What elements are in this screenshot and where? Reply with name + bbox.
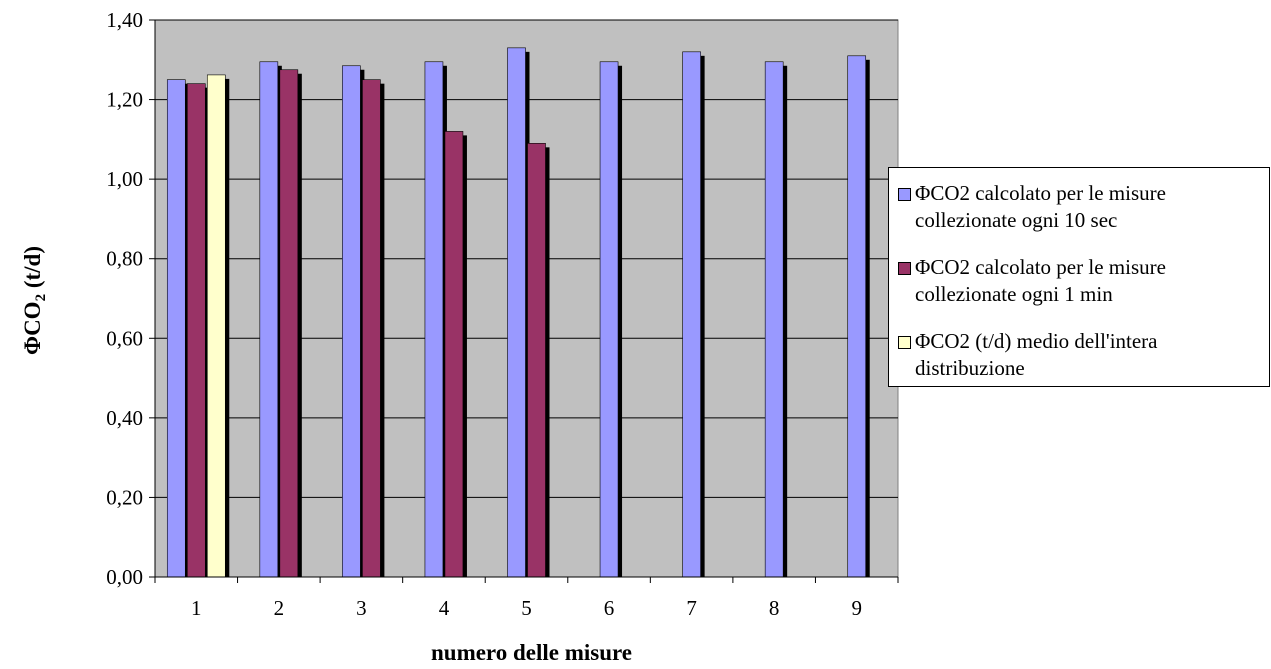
- bar-series-1-cat-7: [682, 51, 701, 578]
- x-tick-label: 8: [769, 596, 780, 620]
- bar-series-2-cat-3: [362, 79, 381, 578]
- bar-series-2-cat-5: [527, 143, 546, 578]
- bar-series-1-cat-4: [424, 61, 444, 578]
- x-tick-label: 2: [274, 596, 285, 620]
- legend-label-10sec-line2: collezionate ogni 10 sec: [915, 208, 1118, 232]
- legend-label-1min-line2: collezionate ogni 1 min: [915, 282, 1113, 306]
- bar-series-1-cat-9: [847, 55, 867, 578]
- bar-series-1-cat-8: [764, 61, 784, 578]
- y-tick-label: 0,40: [106, 406, 143, 430]
- y-tick-label: 0,60: [106, 326, 143, 350]
- bars: [166, 47, 870, 578]
- legend-label-mean-line2: distribuzione: [915, 356, 1025, 380]
- x-tick-label: 4: [439, 596, 450, 620]
- y-axis-title-main: ΦCO: [20, 301, 45, 355]
- x-tick-label: 7: [686, 596, 697, 620]
- legend-label-mean-line1: ΦCO2 (t/d) medio dell'intera: [915, 329, 1158, 353]
- y-tick-label: 0,00: [106, 565, 143, 589]
- legend: ΦCO2 calcolato per le misure collezionat…: [888, 167, 1270, 387]
- x-axis-title: numero delle misure: [431, 640, 632, 665]
- y-tick-label: 0,80: [106, 247, 143, 271]
- bar-series-1-cat-3: [342, 65, 361, 578]
- y-axis-title-unit: (t/d): [20, 246, 45, 294]
- x-tick-label: 9: [851, 596, 862, 620]
- bar-series-1-cat-6: [599, 61, 619, 578]
- bar-series-2-cat-2: [279, 69, 299, 578]
- legend-swatch-1min: [898, 262, 911, 275]
- legend-label-10sec-line1: ΦCO2 calcolato per le misure: [915, 181, 1166, 205]
- bar-series-2-cat-4: [444, 131, 464, 578]
- x-tick-label: 1: [191, 596, 202, 620]
- y-tick-label: 0,20: [106, 485, 143, 509]
- legend-swatch-mean: [898, 336, 911, 349]
- y-tick-label: 1,20: [106, 88, 143, 112]
- axes: 0,00 0,20 0,40 0,60 0,80 1,00 1,20 1,40 1 2 3 4 5 6 7 8…: [106, 8, 899, 620]
- bar-series-3-cat-1: [206, 74, 226, 578]
- legend-swatch-10sec: [898, 188, 911, 201]
- bar-series-1-cat-1: [166, 79, 186, 578]
- bar-series-1-cat-5: [507, 47, 526, 578]
- y-axis-title: ΦCO2 (t/d): [20, 246, 49, 355]
- legend-label-1min-line1: ΦCO2 calcolato per le misure: [915, 255, 1166, 279]
- x-tick-label: 3: [356, 596, 367, 620]
- x-tick-label: 6: [604, 596, 615, 620]
- bar-series-2-cat-1: [186, 83, 206, 578]
- bar-series-1-cat-2: [259, 61, 279, 578]
- y-tick-label: 1,00: [106, 167, 143, 191]
- x-tick-label: 5: [521, 596, 532, 620]
- y-tick-label: 1,40: [106, 8, 143, 32]
- y-axis-title-sub: 2: [33, 294, 49, 302]
